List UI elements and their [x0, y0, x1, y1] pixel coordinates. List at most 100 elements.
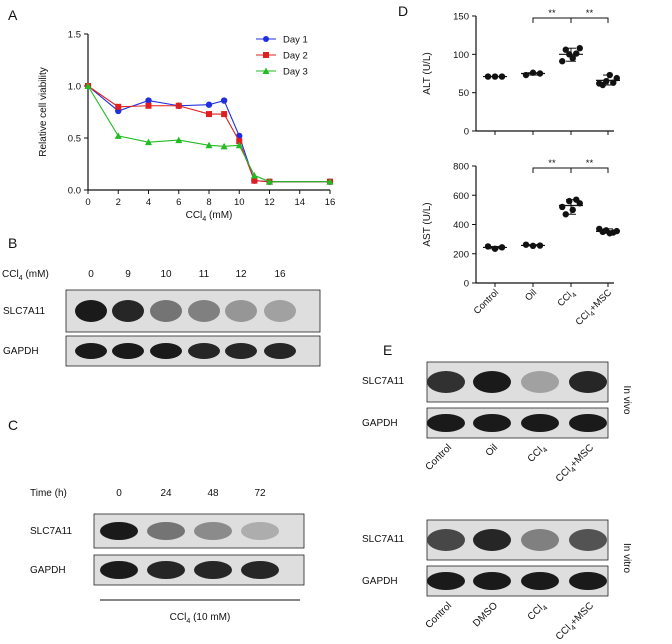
- significance-label: **: [586, 8, 594, 19]
- y-axis-label: Relative cell viability: [38, 67, 49, 156]
- blot-band: [100, 522, 138, 540]
- blot-band: [100, 561, 138, 579]
- blot-band: [569, 529, 607, 551]
- blot-band: [569, 414, 607, 432]
- x-tick-label: 8: [206, 197, 211, 208]
- lane-label: CCl4+MSC: [554, 600, 598, 644]
- blot-row-label: SLC7A11: [30, 526, 73, 537]
- blot-side-label: In vivo: [621, 386, 632, 415]
- data-point: [559, 58, 566, 65]
- blot-band: [521, 371, 559, 393]
- blot-band: [569, 572, 607, 590]
- x-tick-label: CCl4: [555, 287, 578, 310]
- blot-band: [521, 529, 559, 551]
- significance-bracket: [570, 17, 609, 23]
- blot-band: [264, 343, 296, 359]
- series-line: [87, 85, 330, 183]
- y-axis-label: AST (U/L): [422, 202, 433, 246]
- blot-row-label: SLC7A11: [362, 534, 405, 545]
- legend-label: Day 3: [283, 67, 308, 78]
- blot-row-label: GAPDH: [362, 418, 398, 429]
- blot-band: [188, 300, 220, 322]
- blot-row-label: GAPDH: [362, 576, 398, 587]
- alt-scatter-chart: 0 50 100 150 ALT (U/L) ** **: [422, 8, 620, 138]
- data-point: [235, 141, 243, 149]
- lane-label: 16: [274, 269, 286, 280]
- data-point: [562, 46, 569, 53]
- series-line: [87, 85, 330, 183]
- data-point: [115, 103, 122, 110]
- lane-label: 0: [88, 269, 94, 280]
- data-point: [613, 74, 620, 82]
- blot-band: [150, 343, 182, 359]
- significance-label: **: [548, 158, 556, 169]
- blot-row-label: SLC7A11: [3, 306, 46, 317]
- lane-label: 11: [199, 269, 210, 280]
- x-tick-label: 16: [325, 197, 336, 208]
- data-point: [145, 97, 152, 104]
- data-point: [599, 81, 606, 89]
- blot-band: [75, 300, 107, 322]
- western-blot-b: CCl4 (mM) 0 9 10 11 12 16 SLC7A11 GAPDH: [2, 269, 321, 367]
- lane-label: CCl4+MSC: [554, 442, 598, 486]
- blot-band: [427, 414, 465, 432]
- blot-band: [194, 561, 232, 579]
- data-point: [610, 79, 617, 86]
- lane-label: 24: [160, 488, 172, 499]
- blot-header-label: Time (h): [30, 488, 67, 499]
- x-tick-label: Oil: [523, 287, 539, 303]
- x-tick-label: CCl4+MSC: [574, 287, 616, 329]
- legend-label: Day 1: [283, 35, 308, 46]
- blot-band: [112, 343, 144, 359]
- blot-band: [521, 414, 559, 432]
- lane-label: 48: [207, 488, 219, 499]
- y-tick-label: 0: [464, 127, 469, 138]
- data-point: [220, 142, 228, 150]
- data-point: [326, 178, 334, 185]
- blot-band: [473, 529, 511, 551]
- blot-band: [147, 522, 185, 540]
- x-tick-label: 14: [294, 197, 305, 208]
- data-point: [522, 241, 530, 248]
- lane-label: Control: [424, 442, 455, 473]
- x-tick-label: 0: [85, 197, 90, 208]
- blot-footer-label: CCl4 (10 mM): [170, 612, 231, 625]
- y-tick-label: 50: [458, 88, 469, 99]
- blot-band: [241, 522, 279, 540]
- data-point: [175, 136, 183, 144]
- y-tick-label: 0.5: [68, 134, 81, 145]
- legend-marker: [262, 67, 270, 74]
- y-tick-label: 0.0: [68, 186, 81, 197]
- y-tick-label: 100: [453, 50, 469, 61]
- data-point: [205, 141, 213, 149]
- data-point: [236, 138, 243, 145]
- blot-band: [473, 572, 511, 590]
- blot-band: [112, 300, 144, 322]
- legend-marker: [263, 52, 269, 58]
- lane-label: 72: [254, 488, 266, 499]
- viability-line-chart: 0.0 0.5 1.0 1.5 0 2 4 6 8 10 12 14 16 CCl4 (mM) Relati…: [38, 30, 335, 224]
- blot-row-label: SLC7A11: [362, 376, 405, 387]
- y-tick-label: 150: [453, 12, 469, 23]
- lane-label: 9: [125, 269, 131, 280]
- lane-label: CCl4: [526, 600, 550, 624]
- data-point: [250, 171, 258, 179]
- blot-band: [427, 529, 465, 551]
- ast-scatter-chart: 0 200 400 600 800 AST (U/L) Control Oil CCl4CCl4…: [422, 158, 620, 329]
- x-tick-label: 10: [234, 197, 245, 208]
- x-tick-label: 4: [146, 197, 151, 208]
- blot-band: [473, 414, 511, 432]
- data-point: [84, 82, 92, 89]
- x-tick-label: Control: [472, 287, 501, 316]
- lane-label: 12: [235, 269, 247, 280]
- lane-label: 10: [160, 269, 172, 280]
- x-tick-label: 12: [264, 197, 275, 208]
- data-point: [266, 178, 273, 185]
- blot-band: [427, 572, 465, 590]
- blot-band: [427, 371, 465, 393]
- legend-marker: [263, 36, 269, 42]
- y-axis-label: ALT (U/L): [422, 52, 433, 94]
- data-point: [145, 102, 152, 109]
